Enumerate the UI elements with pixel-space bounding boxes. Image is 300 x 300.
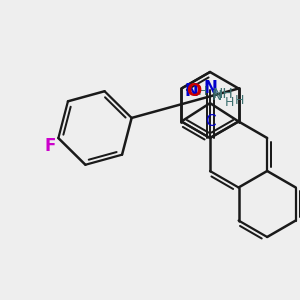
Text: H: H — [198, 85, 208, 98]
Text: N: N — [203, 79, 217, 97]
Text: NH: NH — [212, 86, 233, 100]
Text: N: N — [184, 82, 198, 100]
Text: C: C — [205, 113, 215, 128]
Text: O: O — [186, 82, 201, 100]
Text: N: N — [212, 89, 222, 103]
Text: H: H — [225, 96, 234, 109]
Text: F: F — [45, 137, 56, 155]
Text: H: H — [234, 94, 244, 107]
